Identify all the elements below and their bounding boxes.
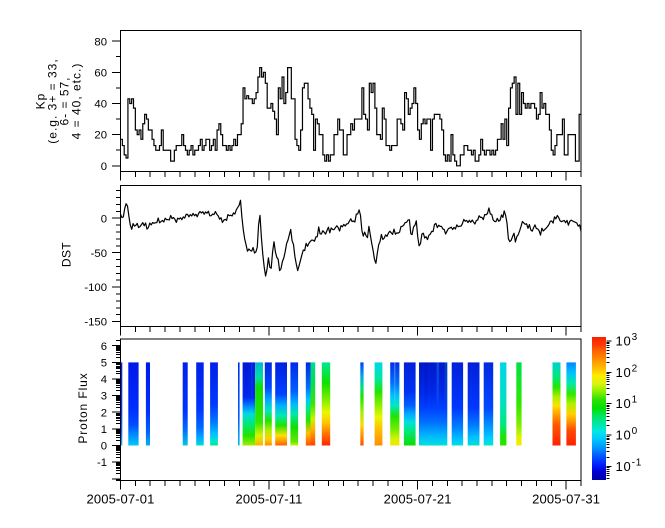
svg-text:0: 0 [101,161,107,173]
svg-text:80: 80 [94,36,107,48]
svg-text:2005-07-21: 2005-07-21 [384,492,452,507]
svg-text:-100: -100 [84,282,107,294]
svg-text:2005-07-31: 2005-07-31 [532,492,600,507]
svg-text:6- = 57,: 6- = 57, [58,76,72,125]
svg-text:(e.g. 3+ = 33,: (e.g. 3+ = 33, [46,58,60,143]
svg-text:2005-07-11: 2005-07-11 [235,492,302,507]
svg-text:-150: -150 [84,317,107,329]
svg-text:6: 6 [101,341,107,353]
svg-text:Proton Flux: Proton Flux [76,372,90,443]
svg-text:5: 5 [101,357,107,369]
svg-text:4: 4 [101,374,107,386]
svg-text:Kp: Kp [34,93,48,110]
svg-text:1: 1 [101,424,107,436]
svg-text:4 = 40, etc.): 4 = 40, etc.) [70,63,84,140]
svg-text:-1: -1 [97,457,107,469]
svg-text:40: 40 [94,99,107,111]
svg-text:2005-07-01: 2005-07-01 [87,492,155,507]
svg-text:60: 60 [94,67,107,79]
svg-text:-50: -50 [91,248,107,260]
svg-text:DST: DST [60,242,74,267]
svg-text:2: 2 [101,407,107,419]
svg-text:3: 3 [101,391,107,403]
svg-text:20: 20 [94,130,107,142]
svg-text:0: 0 [101,213,107,225]
svg-text:0: 0 [101,441,107,453]
